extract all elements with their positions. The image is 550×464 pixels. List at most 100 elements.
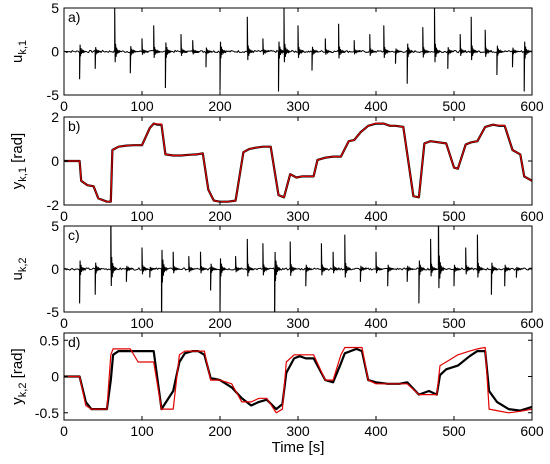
y-tick-label: 0.5	[40, 332, 60, 348]
spike-mark	[289, 241, 297, 276]
panel-label: c)	[68, 227, 80, 243]
y-tick-label: 0	[51, 44, 59, 60]
spike-mark	[79, 260, 86, 304]
spike-mark	[359, 265, 367, 282]
x-tick-label: 400	[364, 98, 388, 114]
spike-mark	[387, 264, 395, 287]
spike-mark	[219, 258, 227, 312]
x-tick-label: 500	[442, 98, 466, 114]
spike-mark	[235, 256, 242, 273]
spike-mark	[79, 44, 86, 80]
spike-mark	[515, 266, 523, 278]
spike-mark	[320, 243, 328, 276]
y-axis-label: uk,2	[9, 257, 29, 280]
spike-mark	[94, 47, 102, 69]
spike-mark	[511, 47, 519, 68]
x-tick-label: 300	[286, 423, 310, 439]
spike-mark	[149, 266, 156, 278]
x-tick-label: 0	[60, 208, 68, 224]
y-tick-label: 5	[51, 218, 59, 234]
spike-mark	[192, 40, 199, 55]
spike-mark	[418, 260, 426, 304]
spike-mark	[262, 38, 270, 55]
spike-mark	[338, 23, 345, 59]
spike-mark	[262, 243, 270, 276]
spike-mark	[459, 34, 467, 56]
x-tick-label: 300	[286, 208, 310, 224]
x-tick-label: 100	[130, 315, 154, 331]
spike-mark	[246, 16, 254, 61]
spike-mark	[114, 8, 122, 63]
spike-mark	[246, 238, 254, 277]
panel-label: b)	[68, 118, 80, 134]
axes-frame	[63, 332, 533, 421]
x-tick-label: 0	[60, 423, 68, 439]
spike-mark	[311, 46, 319, 71]
spike-mark	[332, 251, 340, 274]
plot-area	[64, 122, 532, 203]
x-tick-label: 100	[130, 423, 154, 439]
spike-mark	[210, 263, 217, 291]
y-tick-label: -0.5	[35, 405, 59, 421]
spike-mark	[369, 34, 377, 56]
y-tick-label: -5	[47, 304, 60, 320]
y-tick-label: 2	[51, 109, 59, 125]
x-tick-label: 600	[520, 423, 544, 439]
x-tick-label: 300	[286, 98, 310, 114]
spike-mark	[406, 43, 414, 84]
x-tick-label: 200	[208, 208, 232, 224]
spike-mark	[394, 48, 402, 64]
spike-mark	[129, 46, 137, 74]
y-axis-label: yk,1 [rad]	[9, 133, 29, 189]
x-tick-label: 200	[208, 315, 232, 331]
measured-series-line	[64, 347, 532, 412]
spike-mark	[406, 265, 414, 282]
spike-mark	[180, 34, 188, 56]
x-tick-label: 500	[442, 423, 466, 439]
y-tick-label: 0	[51, 153, 59, 169]
spike-mark	[188, 256, 196, 273]
spike-mark	[470, 16, 478, 61]
x-tick-label: 400	[364, 315, 388, 331]
spike-mark	[164, 42, 172, 89]
spike-mark	[153, 25, 161, 58]
spike-mark	[375, 251, 383, 274]
spike-mark	[465, 247, 473, 275]
panel-label: a)	[68, 9, 80, 25]
spike-mark	[383, 25, 391, 58]
spike-mark	[297, 25, 305, 58]
x-tick-label: 300	[286, 315, 310, 331]
plot-area	[64, 226, 532, 312]
y-tick-label: 5	[51, 0, 59, 16]
y-tick-label: -2	[47, 197, 60, 213]
spike-mark	[160, 249, 169, 312]
spike-mark	[437, 226, 445, 289]
y-tick-label: -5	[47, 87, 60, 103]
spike-mark	[305, 264, 313, 287]
x-tick-label: 600	[520, 98, 544, 114]
control-signal-line	[64, 267, 532, 271]
x-tick-label: 100	[130, 98, 154, 114]
spike-mark	[433, 8, 441, 63]
spike-mark	[199, 251, 207, 274]
x-tick-label: 500	[442, 315, 466, 331]
reference-series-line	[64, 122, 532, 203]
panel-label: d)	[68, 334, 80, 350]
measured-series-line	[64, 122, 532, 203]
x-tick-label: 0	[60, 98, 68, 114]
spike-mark	[141, 38, 149, 55]
axes-frame	[63, 116, 533, 206]
spike-mark	[219, 41, 227, 91]
x-tick-label: 0	[60, 315, 68, 331]
spike-mark	[523, 41, 531, 92]
panel-4: 0 100 200 300 400 500 600-0.500.5 d)yk,2 [rad]T…	[9, 332, 544, 456]
x-tick-label: 500	[442, 208, 466, 224]
spike-mark	[172, 251, 180, 274]
plot-area	[64, 8, 532, 92]
spike-mark	[125, 265, 133, 282]
spike-mark	[430, 238, 437, 277]
